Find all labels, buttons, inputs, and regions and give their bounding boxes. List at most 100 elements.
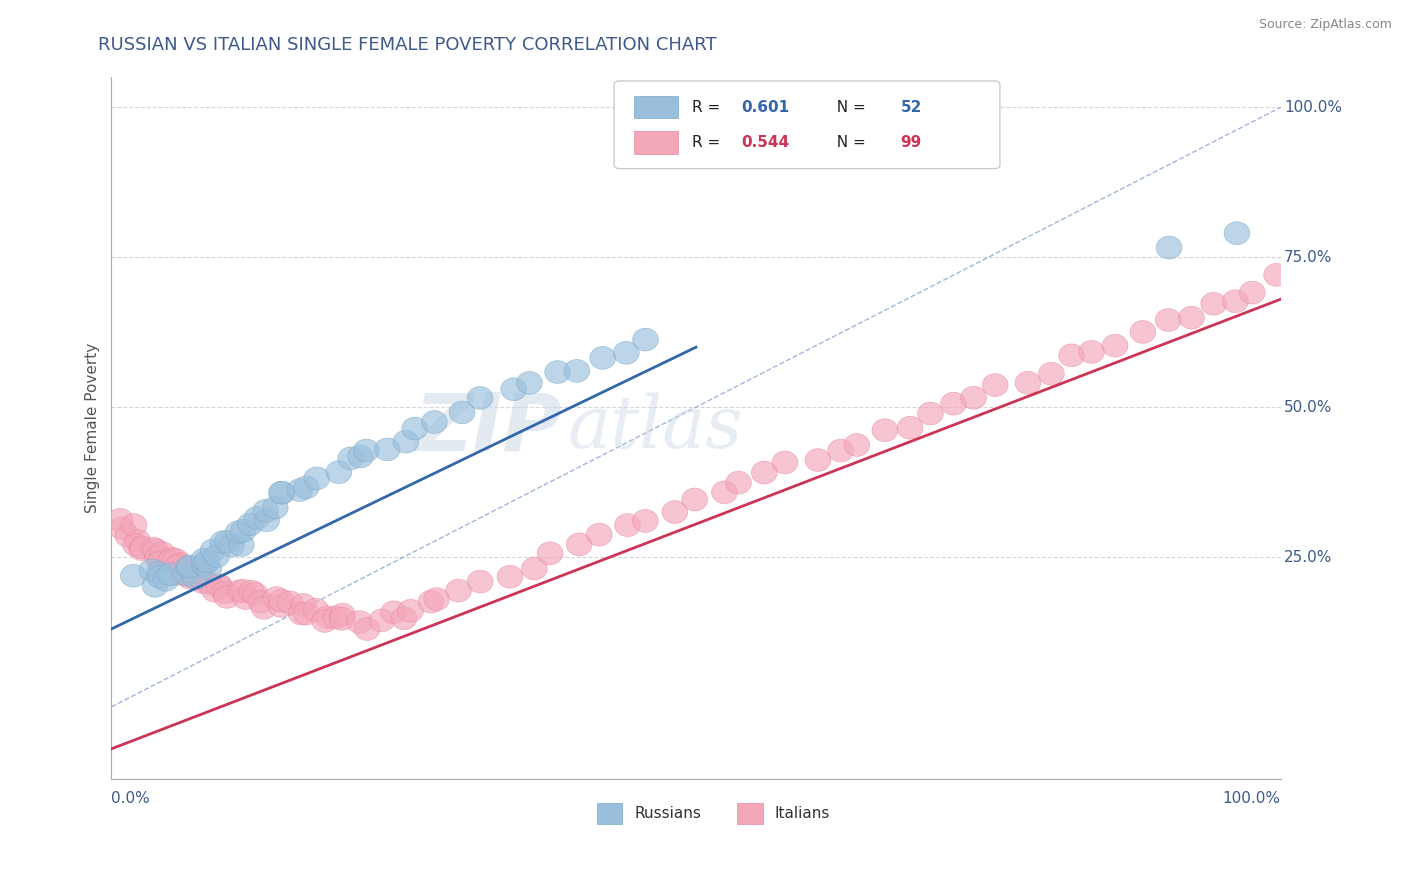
Ellipse shape (294, 476, 319, 499)
Ellipse shape (1223, 290, 1249, 312)
Ellipse shape (148, 566, 173, 589)
Ellipse shape (157, 549, 183, 573)
Ellipse shape (586, 524, 612, 546)
Ellipse shape (725, 471, 751, 494)
Ellipse shape (149, 542, 176, 565)
Text: ZIP: ZIP (415, 389, 561, 467)
Ellipse shape (402, 417, 427, 440)
Text: N =: N = (827, 135, 870, 150)
Ellipse shape (263, 496, 288, 519)
Text: 99: 99 (901, 135, 922, 150)
Ellipse shape (806, 449, 831, 472)
Ellipse shape (918, 402, 943, 425)
Text: 52: 52 (901, 100, 922, 114)
Y-axis label: Single Female Poverty: Single Female Poverty (86, 343, 100, 513)
Ellipse shape (423, 588, 450, 610)
Ellipse shape (121, 565, 146, 587)
Ellipse shape (209, 531, 236, 554)
Ellipse shape (143, 539, 169, 562)
Ellipse shape (165, 556, 190, 578)
Ellipse shape (232, 587, 259, 609)
Ellipse shape (159, 548, 186, 570)
FancyBboxPatch shape (737, 804, 762, 824)
Ellipse shape (1078, 341, 1105, 363)
Text: 0.544: 0.544 (741, 135, 790, 150)
Ellipse shape (157, 563, 183, 586)
Ellipse shape (125, 530, 150, 552)
FancyBboxPatch shape (634, 131, 679, 153)
Ellipse shape (347, 611, 373, 633)
Ellipse shape (121, 514, 146, 536)
Ellipse shape (204, 545, 229, 567)
Ellipse shape (422, 410, 447, 434)
Ellipse shape (129, 538, 155, 560)
Ellipse shape (152, 550, 177, 573)
Ellipse shape (315, 606, 340, 629)
Ellipse shape (207, 574, 232, 598)
Ellipse shape (1102, 334, 1128, 357)
Ellipse shape (567, 533, 592, 556)
Ellipse shape (200, 539, 226, 562)
Ellipse shape (188, 566, 215, 590)
Ellipse shape (287, 479, 312, 501)
Ellipse shape (219, 534, 245, 557)
Ellipse shape (312, 609, 337, 632)
Ellipse shape (522, 558, 547, 580)
Ellipse shape (391, 607, 418, 630)
Ellipse shape (254, 508, 280, 532)
Ellipse shape (398, 599, 423, 622)
Ellipse shape (288, 602, 314, 624)
Ellipse shape (184, 558, 211, 581)
Text: 50.0%: 50.0% (1284, 400, 1333, 415)
Ellipse shape (1156, 236, 1182, 259)
Text: atlas: atlas (568, 392, 742, 464)
Ellipse shape (446, 579, 471, 602)
Ellipse shape (662, 500, 688, 524)
Text: 0.0%: 0.0% (111, 791, 150, 805)
Ellipse shape (176, 556, 201, 579)
Ellipse shape (269, 594, 294, 617)
Ellipse shape (122, 533, 149, 557)
Ellipse shape (177, 566, 202, 589)
Ellipse shape (188, 566, 215, 589)
Ellipse shape (613, 342, 640, 364)
Ellipse shape (711, 481, 737, 504)
Text: R =: R = (693, 100, 725, 114)
Ellipse shape (107, 508, 134, 531)
Ellipse shape (614, 514, 640, 536)
Ellipse shape (145, 546, 170, 569)
Ellipse shape (110, 516, 135, 540)
Ellipse shape (1201, 293, 1226, 315)
Ellipse shape (292, 602, 319, 625)
Ellipse shape (450, 401, 475, 424)
Ellipse shape (633, 328, 658, 351)
Ellipse shape (323, 606, 349, 629)
Ellipse shape (231, 519, 256, 542)
Ellipse shape (1156, 309, 1181, 332)
Ellipse shape (772, 451, 797, 474)
Ellipse shape (173, 563, 198, 585)
Ellipse shape (326, 461, 352, 483)
Ellipse shape (231, 579, 256, 602)
Ellipse shape (253, 500, 278, 522)
Ellipse shape (226, 580, 253, 603)
Ellipse shape (129, 536, 156, 559)
FancyBboxPatch shape (596, 804, 623, 824)
Ellipse shape (214, 585, 239, 608)
Ellipse shape (304, 599, 329, 621)
Text: 75.0%: 75.0% (1284, 250, 1333, 265)
Ellipse shape (329, 603, 356, 626)
Text: RUSSIAN VS ITALIAN SINGLE FEMALE POVERTY CORRELATION CHART: RUSSIAN VS ITALIAN SINGLE FEMALE POVERTY… (98, 36, 717, 54)
Ellipse shape (941, 392, 966, 415)
Ellipse shape (374, 438, 401, 461)
Ellipse shape (238, 513, 263, 536)
Ellipse shape (564, 359, 589, 383)
Text: 0.601: 0.601 (741, 100, 790, 114)
FancyBboxPatch shape (614, 81, 1000, 169)
Ellipse shape (897, 417, 922, 439)
Ellipse shape (589, 346, 616, 369)
FancyBboxPatch shape (634, 95, 679, 119)
Ellipse shape (163, 549, 188, 572)
Ellipse shape (269, 590, 294, 612)
Ellipse shape (183, 566, 208, 589)
